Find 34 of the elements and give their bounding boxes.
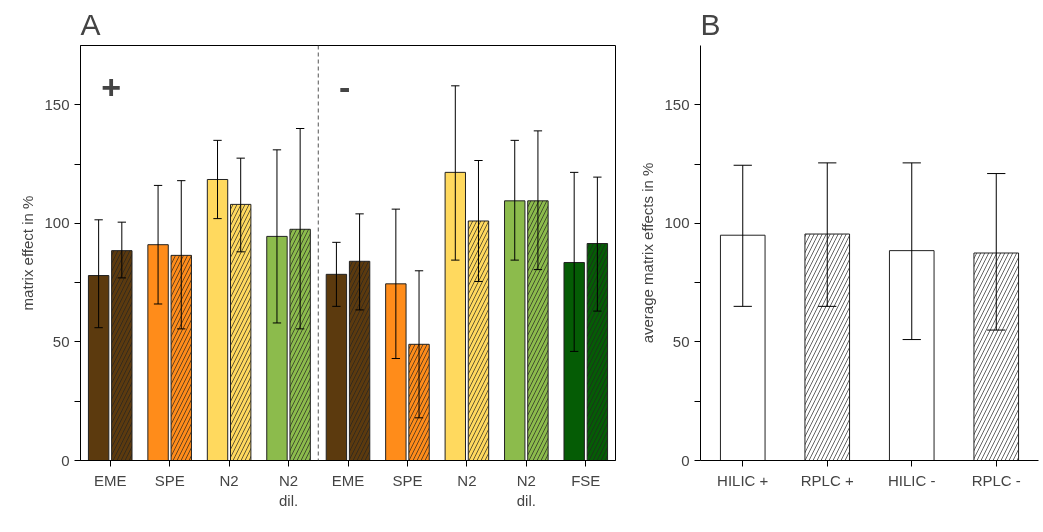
bar xyxy=(719,234,766,461)
x-tick-label: FSE xyxy=(571,471,601,489)
x-tick-label: N2 dil. xyxy=(516,471,536,509)
y-axis-title: average matrix effects in % xyxy=(639,162,657,344)
chart-title: A xyxy=(80,7,101,41)
y-axis-title: matrix effect in % xyxy=(19,195,37,311)
x-tick-label: EME xyxy=(331,471,365,489)
x-tick-label: HILIC + xyxy=(717,471,769,489)
y-tick-label: 150 xyxy=(664,95,690,113)
x-tick-label: RPLC + xyxy=(800,471,854,489)
annotation: + xyxy=(101,68,122,107)
x-tick-label: SPE xyxy=(154,471,185,489)
x-tick-label: EME xyxy=(93,471,127,489)
x-tick-label: N2 dil. xyxy=(278,471,299,509)
y-tick-label: 0 xyxy=(61,451,70,469)
bar xyxy=(325,273,348,461)
y-tick-label: 100 xyxy=(44,214,70,232)
chart-title: B xyxy=(700,7,721,41)
bar xyxy=(563,261,585,461)
annotation: - xyxy=(339,68,351,107)
bar xyxy=(87,275,110,461)
bar xyxy=(444,171,466,461)
bar xyxy=(888,250,935,461)
x-tick-label: N2 xyxy=(457,471,477,489)
y-tick-label: 150 xyxy=(44,95,70,113)
x-tick-label: RPLC - xyxy=(971,471,1021,489)
y-tick-label: 50 xyxy=(52,332,70,350)
x-tick-label: SPE xyxy=(392,471,423,489)
bar xyxy=(206,178,229,461)
x-tick-label: HILIC - xyxy=(888,471,936,489)
y-tick-label: 0 xyxy=(681,451,690,469)
y-tick-label: 50 xyxy=(672,332,690,350)
y-tick-label: 100 xyxy=(664,214,690,232)
x-tick-label: N2 xyxy=(219,471,239,489)
